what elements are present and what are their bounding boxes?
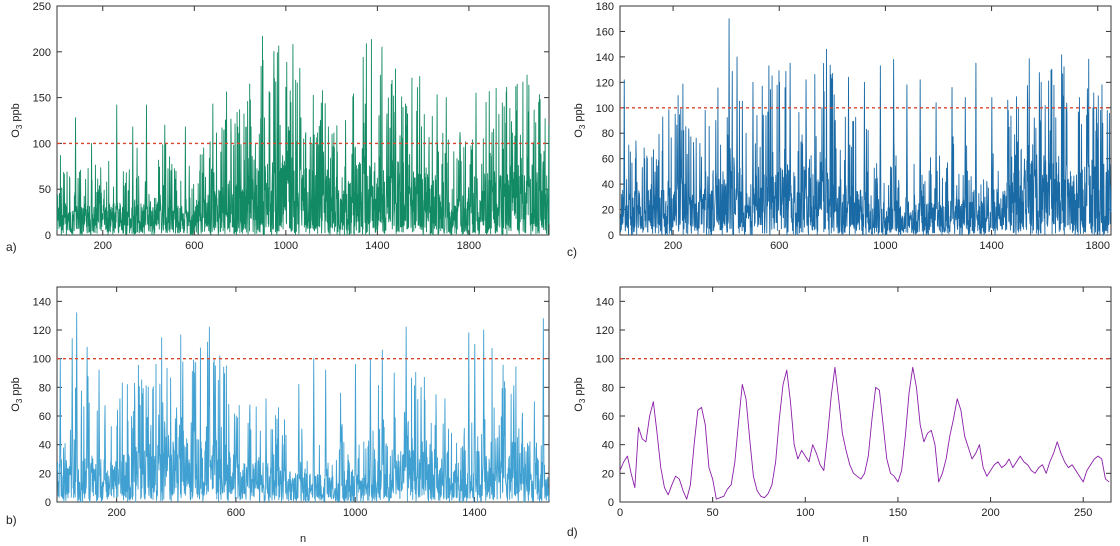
y-tick-label: 0 [608, 230, 614, 242]
x-tick-label: 100 [796, 507, 814, 519]
y-tick-label: 80 [602, 128, 614, 140]
x-tick-label: 600 [185, 240, 203, 252]
chart-a: 0 50 100 150 200 250 200 600 1000 1400 1800 O3 ppb a… [6, 1, 550, 254]
y-tick-label: 0 [608, 497, 614, 509]
y-axis-label-unit: ppb [10, 377, 22, 398]
plot-frame [619, 5, 1112, 236]
y-axis-label-main: O [573, 403, 585, 412]
y-tick-label: 20 [602, 205, 614, 217]
x-tick-label: 150 [889, 507, 907, 519]
x-tick-label: 1000 [274, 240, 298, 252]
x-tick-label: 1000 [873, 240, 897, 252]
x-tick-label: 1800 [1085, 240, 1109, 252]
y-tick-label: 40 [602, 440, 614, 452]
x-tick-label: 600 [227, 507, 245, 519]
y-axis-label-unit: ppb [573, 377, 585, 398]
y-tick-label: 50 [39, 184, 51, 196]
y-tick-label: 100 [596, 103, 614, 115]
y-tick-label: 120 [596, 325, 614, 337]
plot-frame [56, 286, 550, 503]
y-tick-label: 150 [33, 93, 51, 105]
y-tick-label: 40 [602, 179, 614, 191]
x-axis-label: n [300, 533, 306, 545]
y-tick-label: 100 [596, 354, 614, 366]
y-tick-label: 120 [33, 325, 51, 337]
panel-label: b) [6, 513, 17, 527]
y-tick-label: 20 [39, 468, 51, 480]
x-tick-label: 0 [617, 507, 623, 519]
x-tick-label: 1000 [343, 507, 367, 519]
y-axis-label-subscript: 3 [15, 398, 24, 403]
y-tick-label: 140 [596, 52, 614, 64]
y-axis-label: O3 ppb [573, 103, 587, 137]
chart-b: 0 20 40 60 80 100 120 140 200 600 1000 1400 O3 ppb n b… [6, 286, 550, 545]
y-tick-label: 160 [596, 26, 614, 38]
panel-label: a) [6, 240, 17, 254]
series-line [619, 18, 1112, 236]
y-tick-label: 60 [602, 411, 614, 423]
plot-frame [56, 5, 550, 236]
y-axis-label: O3 ppb [10, 103, 24, 137]
x-tick-label: 250 [1074, 507, 1092, 519]
y-axis-label-unit: ppb [573, 103, 585, 124]
y-axis-label: O3 ppb [573, 377, 587, 411]
y-tick-label: 100 [33, 138, 51, 150]
y-tick-label: 0 [45, 497, 51, 509]
y-axis-label: O3 ppb [10, 377, 24, 411]
series-line [56, 312, 550, 503]
y-tick-label: 40 [39, 440, 51, 452]
plot-frame [619, 286, 1112, 503]
panel-label: c) [567, 245, 577, 259]
y-tick-label: 120 [596, 77, 614, 89]
y-tick-label: 100 [33, 354, 51, 366]
y-tick-label: 60 [39, 411, 51, 423]
y-axis-label-main: O [573, 129, 585, 138]
x-tick-label: 1400 [462, 507, 486, 519]
y-axis-label-subscript: 3 [578, 398, 587, 403]
chart-d: 0 20 40 60 80 100 120 140 0 50 100 150 200 250 O3 ppb n… [567, 286, 1112, 545]
x-tick-label: 200 [664, 240, 682, 252]
x-tick-label: 1800 [457, 240, 481, 252]
x-tick-label: 600 [770, 240, 788, 252]
chart-c: 0 20 40 60 80 100 120 140 160 180 200 600 1000 1400 18… [567, 1, 1112, 259]
y-tick-label: 200 [33, 47, 51, 59]
series-line [56, 35, 550, 236]
y-axis-label-unit: ppb [10, 103, 22, 124]
y-tick-label: 140 [596, 296, 614, 308]
y-tick-label: 80 [39, 382, 51, 394]
y-tick-label: 80 [602, 382, 614, 394]
x-axis-label: n [862, 533, 868, 545]
series-line [619, 366, 1110, 500]
x-tick-label: 200 [107, 507, 125, 519]
y-tick-label: 140 [33, 296, 51, 308]
x-tick-label: 50 [707, 507, 719, 519]
y-tick-label: 250 [33, 1, 51, 13]
y-tick-label: 60 [602, 154, 614, 166]
x-tick-label: 200 [981, 507, 999, 519]
x-tick-label: 200 [94, 240, 112, 252]
panel-label: d) [567, 525, 578, 539]
y-axis-label-main: O [10, 403, 22, 412]
y-tick-label: 180 [596, 1, 614, 13]
y-tick-label: 20 [602, 468, 614, 480]
y-axis-label-subscript: 3 [15, 124, 24, 129]
x-tick-label: 1400 [365, 240, 389, 252]
x-tick-label: 1400 [979, 240, 1003, 252]
y-tick-label: 0 [45, 230, 51, 242]
y-axis-label-subscript: 3 [578, 124, 587, 129]
y-axis-label-main: O [10, 129, 22, 138]
